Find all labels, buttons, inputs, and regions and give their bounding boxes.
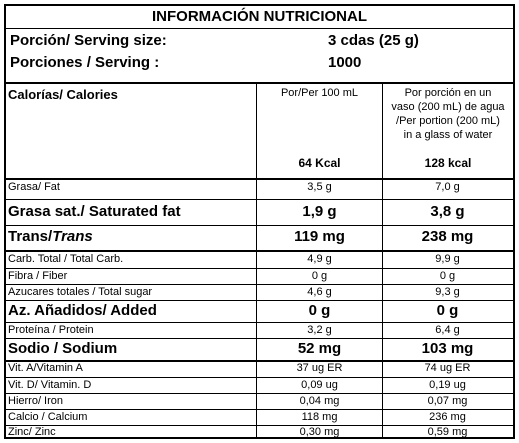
servings-row: Porciones / Serving : 1000 [6,52,513,73]
divider [6,178,513,180]
nutrient-name: Proteína / Protein [8,324,94,336]
serving-size-value: 3 cdas (25 g) [328,32,419,49]
row-divider [6,300,513,301]
nutrient-name: Sodio / Sodium [8,340,118,357]
nutrient-value-per-portion: 0 g [436,302,459,319]
row-divider [6,409,513,410]
row-divider [6,425,513,426]
nutrient-value-per-100ml: 3,2 g [307,324,332,336]
column-divider-a [256,84,257,439]
nutrient-name-plain: Trans/ [8,228,53,245]
nutrient-name: Carb. Total / Total Carb. [8,253,124,265]
serving-size-row: Porción/ Serving size: 3 cdas (25 g) [6,30,513,51]
column-header-line: in a glass of water [403,129,493,141]
nutrient-value-per-portion: 3,8 g [430,203,465,220]
column-header-line: Por porción en un [404,87,492,99]
nutrient-value-per-100ml: 4,6 g [307,286,332,298]
nutrient-value-per-100ml: 52 mg [297,340,342,357]
nutrient-name: Zinc/ Zinc [8,426,56,438]
calories-per-portion: 128 kcal [424,156,472,170]
column-header-per-portion: Por porción en un vaso (200 mL) de agua … [383,86,513,142]
nutrient-value-per-100ml: 37 ug ER [296,362,343,374]
nutrient-name: Grasa sat./ Saturated fat [8,203,181,220]
nutrient-value-per-100ml: 0,30 mg [299,426,340,438]
divider [6,82,513,84]
nutrient-value-per-portion: 0,19 ug [429,379,466,391]
row-divider [6,322,513,323]
nutrient-name: Calcio / Calcium [8,411,88,423]
nutrient-value-per-100ml: 1,9 g [302,203,337,220]
nutrient-name: Vit. D/ Vitamin. D [8,379,92,391]
servings-label: Porciones / Serving : [10,54,160,71]
nutrient-name: Trans/Trans [8,228,93,245]
column-header-line: vaso (200 mL) de agua [391,101,505,113]
nutrient-value-per-100ml: 4,9 g [307,253,332,265]
column-divider-b [382,84,383,439]
nutrient-value-per-100ml: 0,04 mg [299,395,340,407]
nutrient-name: Fibra / Fiber [8,270,68,282]
calories-label: Calorías/ Calories [8,87,118,102]
row-divider [6,250,513,252]
nutrient-value-per-100ml: 0 g [311,270,328,282]
nutrient-name: Azucares totales / Total sugar [8,286,153,298]
nutrient-value-per-100ml: 3,5 g [307,181,332,193]
nutrient-name: Az. Añadidos/ Added [8,302,157,319]
label-title: INFORMACIÓN NUTRICIONAL [6,6,513,29]
nutrient-name: Grasa/ Fat [8,181,60,193]
nutrient-value-per-portion: 236 mg [429,411,466,423]
nutrient-value-per-portion: 0 g [439,270,456,282]
row-divider [6,377,513,378]
servings-value: 1000 [328,54,362,71]
row-divider [6,199,513,200]
column-header-line: /Per portion (200 mL) [396,115,500,127]
nutrient-value-per-portion: 6,4 g [435,324,460,336]
nutrient-value-per-portion: 9,3 g [435,286,460,298]
nutrient-value-per-100ml: 0 g [308,302,331,319]
row-divider [6,393,513,394]
nutrient-value-per-100ml: 119 mg [294,228,345,245]
nutrient-value-per-portion: 103 mg [421,340,474,357]
row-divider [6,225,513,226]
row-divider [6,284,513,285]
nutrient-value-per-100ml: 0,09 ug [301,379,338,391]
nutrient-value-per-portion: 0,59 mg [427,426,468,438]
nutrient-value-per-100ml: 118 mg [301,411,338,423]
column-header-per-100ml: Por/Per 100 mL [280,87,359,99]
nutrient-value-per-portion: 74 ug ER [424,362,471,374]
nutrient-name: Hierro/ Iron [8,395,64,407]
row-divider [6,338,513,339]
nutrient-name: Vit. A/Vitamin A [8,362,83,374]
nutrition-facts-label: INFORMACIÓN NUTRICIONAL Porción/ Serving… [4,4,515,439]
nutrient-name-italic: Trans [52,228,93,245]
nutrient-value-per-portion: 7,0 g [435,181,460,193]
nutrient-value-per-portion: 0,07 mg [427,395,468,407]
row-divider [6,268,513,269]
row-divider [6,360,513,362]
serving-size-label: Porción/ Serving size: [10,32,167,49]
calories-per-100ml: 64 Kcal [298,156,341,170]
nutrient-value-per-portion: 9,9 g [435,253,460,265]
nutrient-value-per-portion: 238 mg [421,228,474,245]
